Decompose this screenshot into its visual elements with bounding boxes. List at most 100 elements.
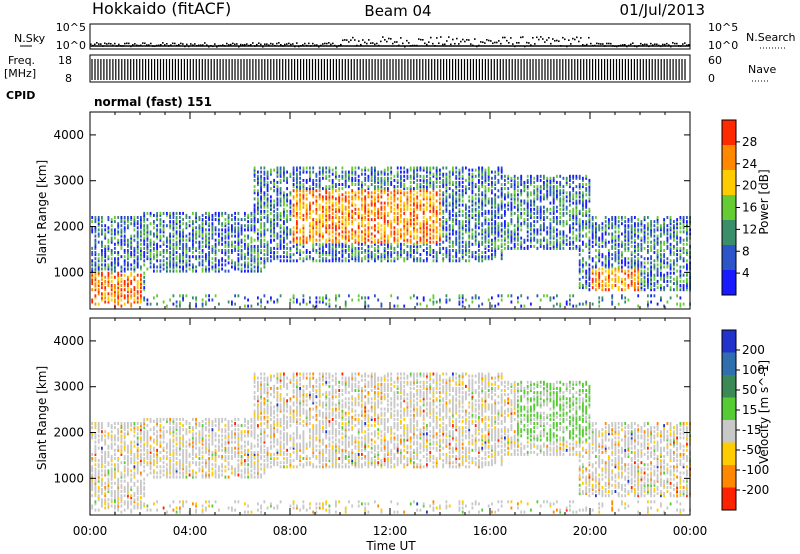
- power-cell: [585, 211, 588, 215]
- power-cell: [123, 216, 126, 219]
- power-cell: [367, 255, 370, 259]
- power-cell: [455, 170, 458, 174]
- power-cell: [91, 288, 94, 292]
- power-cell: [335, 259, 337, 263]
- power-cell: [312, 180, 315, 184]
- power-cell: [117, 292, 120, 296]
- power-cell: [344, 257, 347, 261]
- power-cell: [572, 174, 575, 178]
- power-cell: [507, 244, 510, 248]
- power-cell: [471, 232, 474, 236]
- power-cell: [348, 213, 350, 217]
- power-cell: [120, 218, 123, 222]
- power-cell: [286, 218, 288, 222]
- power-cell: [478, 259, 480, 263]
- power-cell: [266, 180, 269, 184]
- power-cell: [426, 304, 428, 308]
- power-cell: [595, 238, 597, 242]
- power-cell: [481, 207, 484, 211]
- power-cell: [585, 199, 588, 203]
- power-cell: [387, 178, 389, 182]
- power-cell: [172, 259, 175, 263]
- power-cell: [569, 302, 571, 306]
- power-cell: [257, 178, 259, 182]
- power-cell: [595, 226, 597, 230]
- power-cell: [292, 168, 295, 172]
- power-cell: [208, 251, 210, 254]
- power-cell: [601, 271, 604, 275]
- power-cell: [292, 178, 295, 182]
- power-cell: [140, 232, 142, 236]
- power-cell: [309, 222, 311, 226]
- power-cell: [500, 216, 503, 219]
- power-cell: [461, 257, 464, 261]
- power-cell: [403, 203, 406, 207]
- power-cell: [374, 180, 376, 184]
- power-cell: [429, 170, 432, 174]
- power-cell: [526, 193, 529, 197]
- power-cell: [338, 259, 341, 263]
- power-cell: [114, 220, 116, 224]
- power-cell: [94, 216, 97, 219]
- power-cell: [120, 290, 123, 294]
- power-cell: [591, 279, 594, 283]
- power-cell: [556, 216, 558, 219]
- power-cell: [608, 240, 610, 244]
- power-cell: [377, 240, 380, 244]
- power-cell: [208, 298, 210, 302]
- power-cell: [416, 187, 419, 191]
- power-cell: [175, 220, 178, 224]
- power-cell: [338, 197, 341, 201]
- power-cell: [156, 224, 158, 228]
- power-cell: [361, 234, 363, 238]
- power-cell: [539, 209, 542, 213]
- power-cell: [205, 234, 207, 238]
- power-cell: [442, 246, 445, 250]
- power-cell: [162, 251, 165, 254]
- nsky-marker: [568, 39, 570, 41]
- power-cell: [97, 218, 100, 222]
- power-cell: [484, 191, 487, 195]
- power-cell: [133, 288, 136, 292]
- power-cell: [149, 211, 152, 215]
- power-cell: [123, 238, 126, 242]
- power-cell: [182, 269, 184, 273]
- power-cell: [305, 213, 308, 217]
- power-cell: [575, 234, 578, 238]
- power-cell: [114, 284, 116, 287]
- power-cell: [549, 234, 552, 238]
- power-cell: [325, 302, 328, 306]
- power-cell: [461, 189, 464, 193]
- power-cell: [523, 304, 526, 308]
- power-cell: [312, 201, 315, 205]
- power-cell: [396, 189, 399, 193]
- power-cell: [452, 193, 454, 197]
- power-cell: [422, 242, 425, 246]
- power-cell: [276, 187, 279, 191]
- power-cell: [374, 199, 376, 203]
- power-cell: [422, 238, 425, 242]
- power-cell: [361, 236, 363, 240]
- power-cell: [201, 240, 204, 244]
- power-cell: [146, 267, 149, 271]
- power-cell: [130, 218, 133, 222]
- power-cell: [322, 224, 324, 228]
- power-cell: [312, 226, 315, 230]
- power-cell: [562, 242, 565, 246]
- power-cell: [127, 290, 129, 294]
- nsky-marker: [548, 37, 550, 39]
- power-cell: [341, 255, 344, 259]
- power-cell: [500, 176, 503, 180]
- power-cell: [101, 259, 103, 263]
- power-cell: [416, 178, 419, 182]
- power-cell: [130, 296, 133, 300]
- power-cell: [435, 174, 438, 178]
- power-cell: [500, 201, 503, 205]
- power-cell: [458, 300, 461, 304]
- power-cell: [231, 244, 233, 248]
- power-cell: [266, 257, 269, 261]
- power-cell: [305, 238, 308, 242]
- power-cell: [380, 187, 383, 191]
- power-cell: [97, 216, 100, 219]
- power-cell: [364, 201, 367, 205]
